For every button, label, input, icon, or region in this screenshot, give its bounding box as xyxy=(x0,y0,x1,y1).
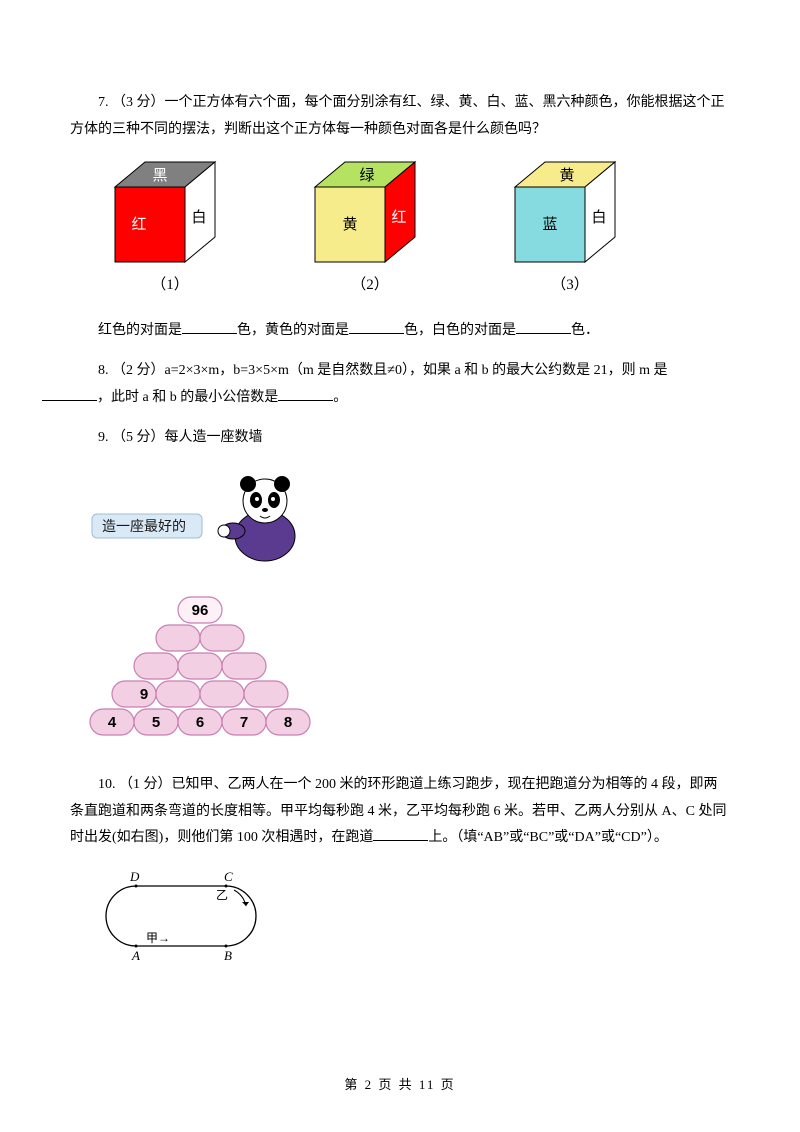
svg-text:造一座最好的: 造一座最好的 xyxy=(102,519,186,535)
svg-text:5: 5 xyxy=(152,714,160,731)
svg-text:D: D xyxy=(129,869,140,884)
track-diagram: D C A B 甲→ 乙 xyxy=(86,866,730,977)
q8-b: ，此时 a 和 b 的最小公倍数是 xyxy=(97,390,278,405)
q8-a: 8. （2 分）a=2×3×m，b=3×5×m（m 是自然数且≠0），如果 a … xyxy=(98,363,668,378)
svg-text:乙: 乙 xyxy=(216,888,228,902)
q10-text: 10. （1 分）已知甲、乙两人在一个 200 米的环形跑道上练习跑步，现在把跑… xyxy=(70,772,730,852)
svg-text:9: 9 xyxy=(140,686,148,703)
svg-text:蓝: 蓝 xyxy=(542,216,557,233)
cube-1-label: （1） xyxy=(151,271,189,300)
q8-blank-2[interactable] xyxy=(278,387,333,401)
q7-fill: 红色的对面是 色，黄色的对面是 色，白色的对面是 色． xyxy=(70,318,730,345)
cube-1: 黑 白 红 （1） xyxy=(90,157,250,300)
cube-2: 绿 红 黄 （2） xyxy=(290,157,450,300)
q10-b: 上。（填“AB”或“BC”或“DA”或“CD”）。 xyxy=(428,830,668,845)
q7-blank-3[interactable] xyxy=(516,320,571,334)
svg-text:黄: 黄 xyxy=(342,216,357,233)
q8-text: 8. （2 分）a=2×3×m，b=3×5×m（m 是自然数且≠0），如果 a … xyxy=(70,358,730,411)
q8-c: 。 xyxy=(333,390,347,405)
cube-2-label: （2） xyxy=(351,271,389,300)
svg-text:4: 4 xyxy=(108,714,117,731)
svg-text:B: B xyxy=(224,948,232,963)
svg-text:A: A xyxy=(131,948,140,963)
q7-blank-1[interactable] xyxy=(182,320,237,334)
svg-text:C: C xyxy=(224,869,233,884)
svg-text:白: 白 xyxy=(591,209,606,226)
q7-fill-d: 色． xyxy=(571,323,599,338)
q7-fill-c: 色，白色的对面是 xyxy=(404,323,516,338)
svg-text:96: 96 xyxy=(192,602,209,619)
q10-blank[interactable] xyxy=(373,827,428,841)
q7-blank-2[interactable] xyxy=(349,320,404,334)
q7-text: 7. （3 分）一个正方体有六个面，每个面分别涂有红、绿、黄、白、蓝、黑六种颜色… xyxy=(70,90,730,143)
cube-3: 黄 白 蓝 （3） xyxy=(490,157,650,300)
panda-image: 造一座最好的 xyxy=(90,466,730,577)
svg-text:红: 红 xyxy=(391,209,406,226)
svg-text:甲→: 甲→ xyxy=(146,931,170,945)
svg-text:黄: 黄 xyxy=(559,167,574,184)
q8-blank-1[interactable] xyxy=(42,387,97,401)
cube-3-label: （3） xyxy=(551,271,589,300)
svg-text:红: 红 xyxy=(131,216,146,233)
cubes-row: 黑 白 红 （1） 绿 红 黄 （2） 黄 白 蓝 （3） xyxy=(90,157,730,300)
q7-fill-a: 红色的对面是 xyxy=(98,323,182,338)
number-pyramid: 96 9 4 5 6 7 8 xyxy=(86,595,730,751)
svg-text:黑: 黑 xyxy=(152,168,167,184)
q7-fill-b: 色，黄色的对面是 xyxy=(237,323,349,338)
q9-text: 9. （5 分）每人造一座数墙 xyxy=(70,425,730,452)
svg-text:绿: 绿 xyxy=(359,167,374,184)
page-footer: 第 2 页 共 11 页 xyxy=(0,1073,800,1098)
svg-text:白: 白 xyxy=(191,209,206,226)
svg-text:8: 8 xyxy=(284,714,292,731)
svg-text:6: 6 xyxy=(196,714,204,731)
svg-text:7: 7 xyxy=(240,714,248,731)
